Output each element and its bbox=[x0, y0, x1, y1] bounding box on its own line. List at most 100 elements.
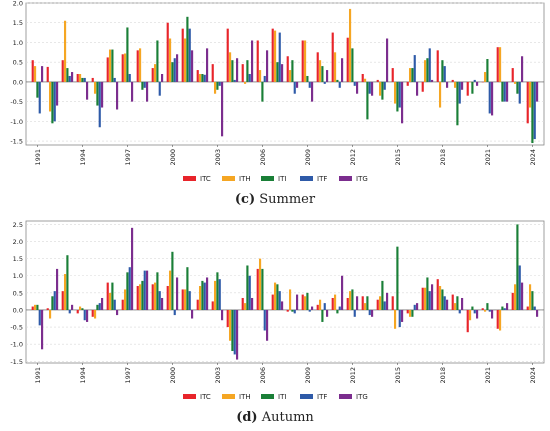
bar-itf-1991 bbox=[38, 309, 41, 326]
bar-ith-2022 bbox=[498, 47, 502, 82]
y-tick-label: 1.0 bbox=[13, 39, 23, 47]
bar-ith-1993 bbox=[63, 274, 67, 310]
x-tick-label: 2021 bbox=[484, 149, 492, 166]
bar-iti-1994 bbox=[81, 77, 84, 82]
legend-label-itc: ITC bbox=[200, 175, 211, 183]
autumn-caption-text: Autumn bbox=[261, 410, 314, 425]
bar-itc-2017 bbox=[421, 81, 424, 92]
bar-itc-2018 bbox=[436, 279, 439, 310]
plot-area bbox=[25, 2, 545, 146]
bar-itf-1996 bbox=[113, 299, 116, 310]
bar-itg-1997 bbox=[131, 81, 134, 102]
x-tick-label: 2024 bbox=[529, 149, 537, 166]
bar-iti-1991 bbox=[36, 81, 39, 98]
bar-itg-2019 bbox=[461, 297, 464, 310]
bar-ith-2006 bbox=[258, 70, 262, 82]
bar-iti-2024 bbox=[531, 291, 534, 310]
bar-iti-2018 bbox=[441, 60, 444, 82]
bar-itg-1995 bbox=[101, 81, 104, 108]
bar-itc-2014 bbox=[376, 79, 379, 82]
bar-itf-2019 bbox=[458, 309, 461, 314]
bar-itf-1994 bbox=[83, 77, 86, 82]
bar-itc-2003 bbox=[211, 64, 214, 82]
x-tick-label: 2006 bbox=[259, 367, 267, 384]
bar-itg-2013 bbox=[371, 309, 374, 317]
bar-itc-2008 bbox=[286, 309, 289, 312]
legend-swatch-iti bbox=[261, 176, 274, 181]
y-tick-label: -0.5 bbox=[10, 324, 23, 332]
bar-iti-2008 bbox=[291, 60, 294, 82]
bar-itc-2022 bbox=[496, 47, 499, 82]
bar-ith-1991 bbox=[33, 304, 37, 310]
bar-itg-1994 bbox=[86, 81, 89, 100]
autumn-caption-letter: (d) bbox=[236, 410, 258, 425]
bar-itg-2014 bbox=[386, 38, 389, 82]
bar-iti-1993 bbox=[66, 68, 69, 82]
plot-area bbox=[25, 220, 545, 364]
bar-iti-1996 bbox=[111, 49, 114, 82]
bar-itg-2022 bbox=[506, 303, 509, 310]
bar-itg-1998 bbox=[146, 270, 149, 310]
x-tick-label: 1994 bbox=[79, 367, 87, 384]
bar-itf-2001 bbox=[188, 28, 191, 82]
legend-swatch-itg bbox=[339, 394, 352, 399]
bar-itf-2008 bbox=[293, 81, 296, 94]
legend-label-itg: ITG bbox=[356, 175, 368, 183]
bar-iti-1999 bbox=[156, 272, 159, 310]
bar-itc-2003 bbox=[211, 301, 214, 310]
x-tick-label: 2006 bbox=[259, 149, 267, 166]
bar-iti-2012 bbox=[351, 48, 354, 82]
bar-iti-2014 bbox=[381, 280, 384, 310]
bar-itf-2024 bbox=[533, 306, 536, 310]
bar-itc-1996 bbox=[106, 282, 109, 310]
bar-ith-2013 bbox=[363, 303, 367, 310]
bar-itg-2000 bbox=[176, 277, 179, 310]
bar-itc-2002 bbox=[196, 299, 199, 310]
bar-itg-2006 bbox=[266, 50, 269, 82]
bar-itf-2003 bbox=[218, 81, 221, 86]
bar-ith-2019 bbox=[453, 81, 457, 88]
bar-itc-2018 bbox=[436, 50, 439, 82]
bar-itg-2016 bbox=[416, 81, 419, 96]
bar-iti-2024 bbox=[531, 81, 534, 144]
bar-itg-1993 bbox=[71, 72, 74, 82]
bar-itg-2022 bbox=[506, 81, 509, 102]
legend-swatch-itc bbox=[183, 394, 196, 399]
bar-itf-2022 bbox=[503, 308, 506, 310]
bar-itf-2007 bbox=[278, 32, 281, 82]
bar-ith-1998 bbox=[138, 48, 142, 82]
bar-itc-2000 bbox=[166, 286, 169, 310]
x-tick-label: 2021 bbox=[484, 367, 492, 384]
bar-ith-1996 bbox=[108, 49, 112, 82]
bar-ith-2010 bbox=[318, 299, 322, 310]
bar-itf-1992 bbox=[53, 81, 56, 122]
bar-itf-2010 bbox=[323, 81, 326, 84]
bar-itc-2024 bbox=[526, 306, 529, 310]
bar-itf-2003 bbox=[218, 279, 221, 310]
bar-itf-2021 bbox=[488, 81, 491, 114]
bar-ith-2018 bbox=[438, 81, 442, 108]
bar-itg-2005 bbox=[251, 297, 254, 310]
bar-iti-2011 bbox=[336, 309, 339, 314]
bar-itg-2015 bbox=[401, 309, 404, 322]
bar-itc-1995 bbox=[91, 309, 94, 317]
bar-itc-2012 bbox=[346, 297, 349, 310]
bar-itg-1991 bbox=[41, 309, 44, 350]
bar-iti-2011 bbox=[336, 79, 339, 82]
legend-swatch-itc bbox=[183, 176, 196, 181]
legend-swatch-iti bbox=[261, 394, 274, 399]
bar-iti-1997 bbox=[126, 27, 129, 82]
legend-label-itf: ITF bbox=[317, 175, 327, 183]
bar-ith-2013 bbox=[363, 78, 367, 82]
bar-itc-1991 bbox=[31, 60, 34, 82]
bar-itc-2019 bbox=[451, 79, 454, 82]
bar-itc-1992 bbox=[46, 308, 49, 310]
bar-itf-1992 bbox=[53, 291, 56, 310]
bar-itc-2020 bbox=[466, 81, 469, 96]
bar-itg-2001 bbox=[191, 50, 194, 82]
bar-itc-1999 bbox=[151, 68, 154, 82]
bar-itg-2003 bbox=[221, 309, 224, 321]
legend-label-iti: ITI bbox=[278, 393, 286, 401]
bar-itf-2016 bbox=[413, 55, 416, 82]
bar-itf-2007 bbox=[278, 291, 281, 310]
